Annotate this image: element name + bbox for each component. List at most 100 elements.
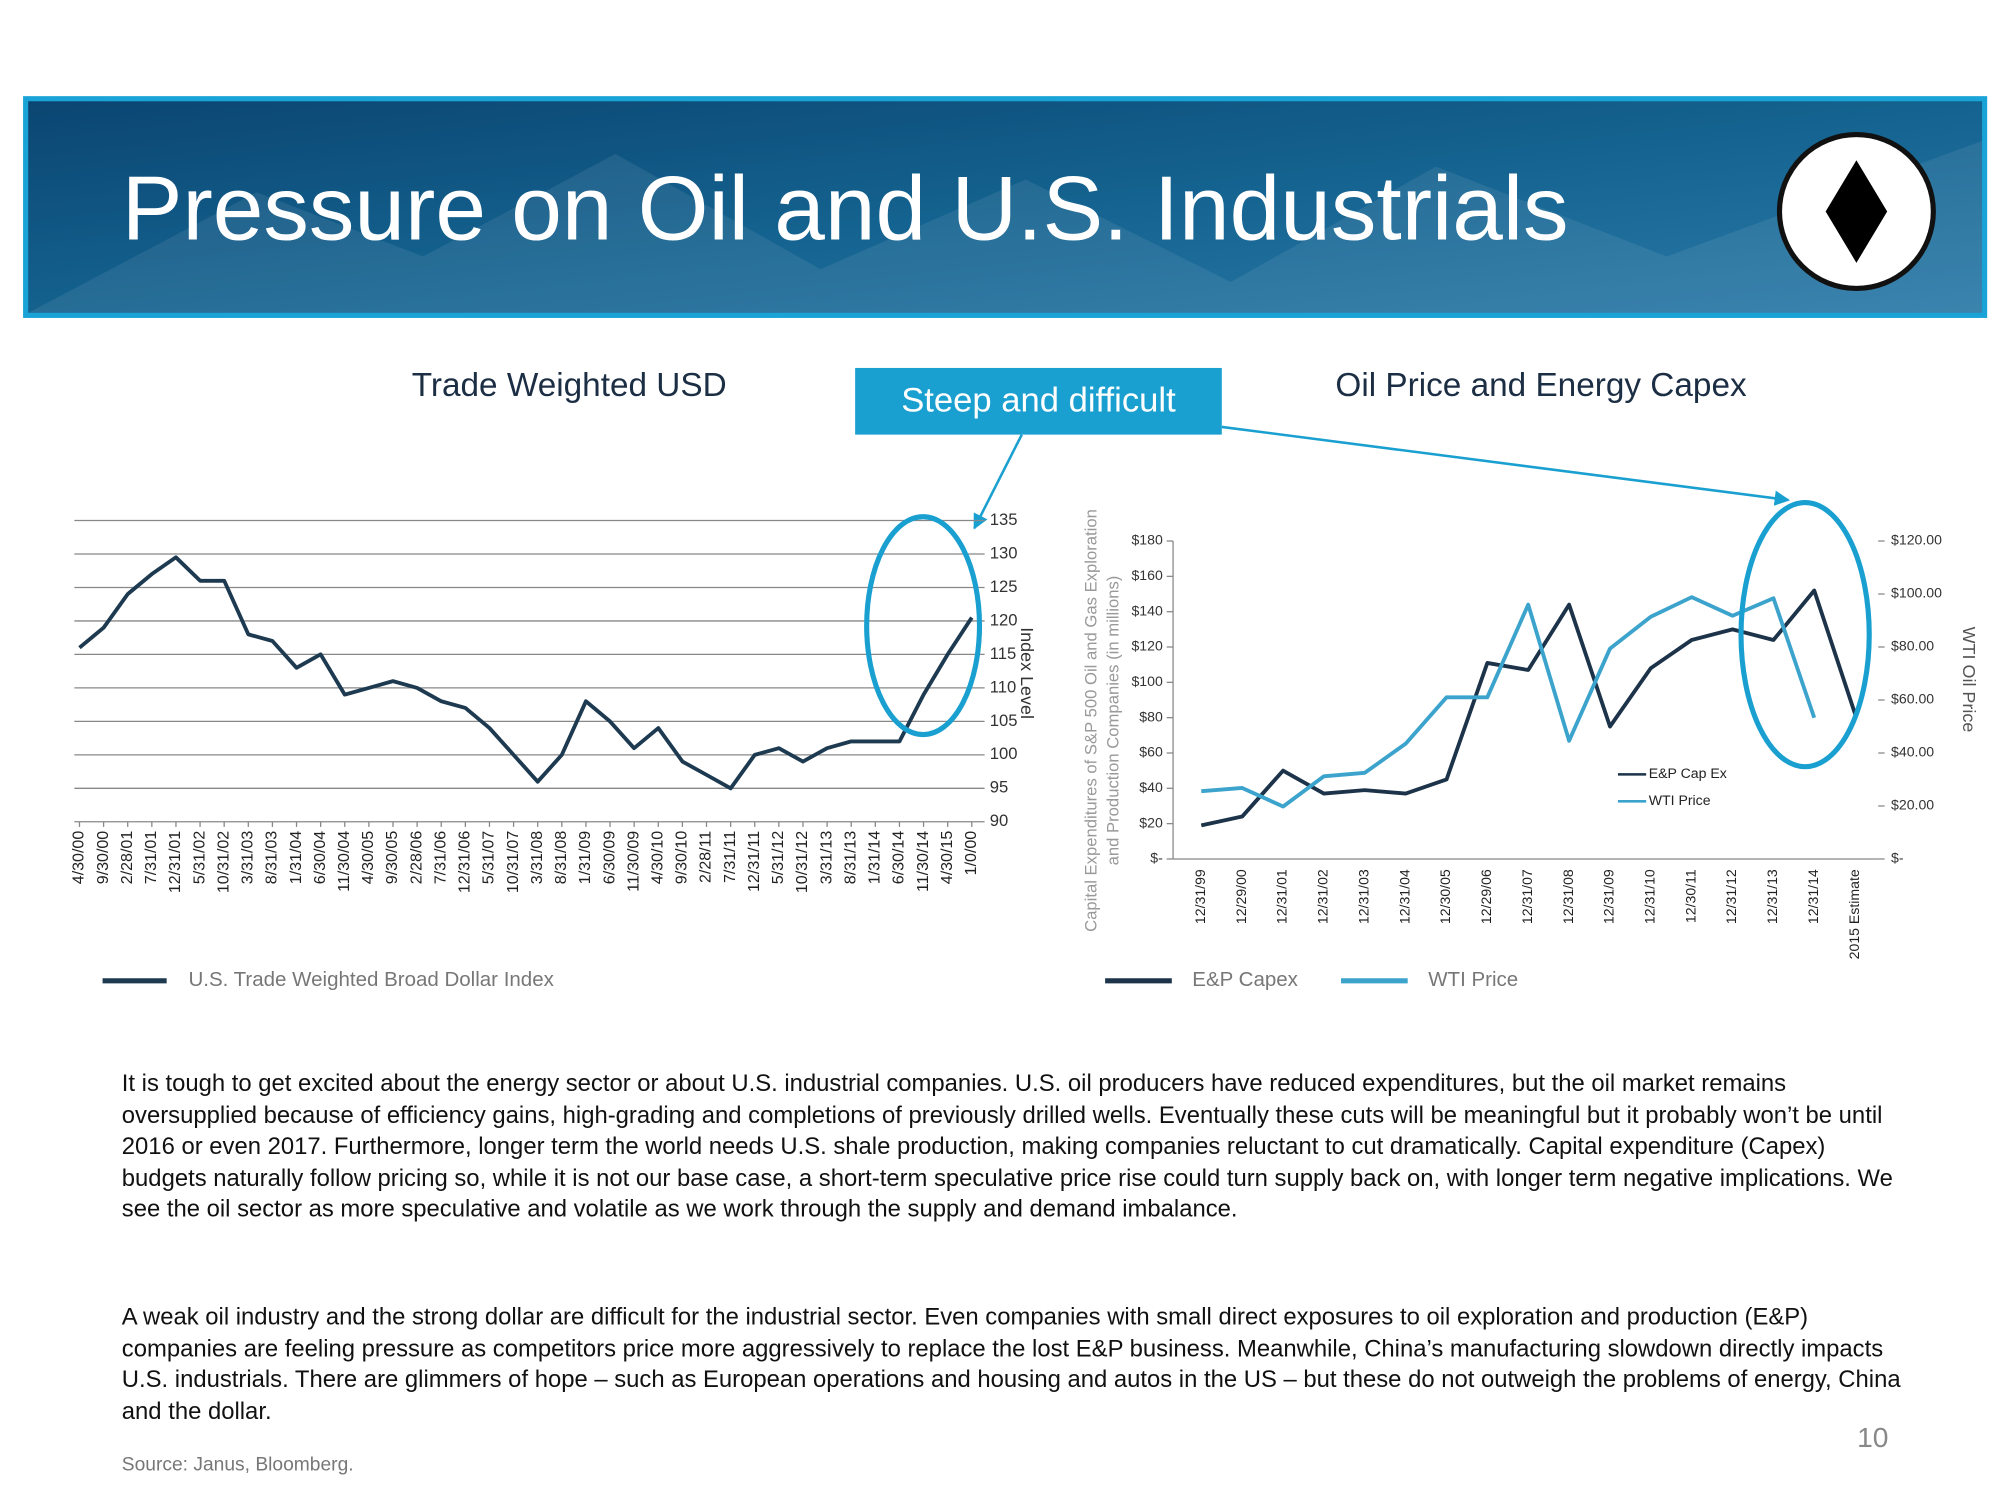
x-tick-label: 6/30/09 xyxy=(600,831,618,885)
page-title: Pressure on Oil and U.S. Industrials xyxy=(122,158,1569,259)
x-tick-label: 8/31/08 xyxy=(552,831,570,885)
chart-title: Trade Weighted USD xyxy=(412,367,727,404)
x-tick-label: 12/31/10 xyxy=(1642,869,1658,924)
x-tick-label: 12/30/05 xyxy=(1437,869,1453,924)
inner-legend-label: E&P Cap Ex xyxy=(1649,765,1727,781)
x-tick-label: 7/31/11 xyxy=(721,831,739,883)
legend-label: U.S. Trade Weighted Broad Dollar Index xyxy=(188,968,554,991)
x-tick-label: 12/31/02 xyxy=(1315,869,1331,924)
highlight-ellipse xyxy=(864,514,983,738)
x-tick-label: 12/31/07 xyxy=(1519,869,1535,924)
callout-text: Steep and difficult xyxy=(901,382,1176,420)
x-tick-label: 12/31/01 xyxy=(1274,869,1290,924)
x-tick-label: 4/30/15 xyxy=(938,831,956,885)
x-tick-label: 4/30/05 xyxy=(359,831,377,885)
x-tick-label: 2015 Estimate xyxy=(1846,869,1862,959)
y-tick-label: $100 xyxy=(1131,673,1163,689)
x-tick-label: 1/31/04 xyxy=(287,831,305,885)
y-tick-label: 115 xyxy=(990,644,1017,663)
x-tick-label: 9/30/05 xyxy=(383,831,401,885)
y2-axis-title: WTI Oil Price xyxy=(1959,627,1979,733)
legend-label: WTI Price xyxy=(1428,968,1518,991)
x-tick-label: 12/31/13 xyxy=(1764,869,1780,924)
y2-tick-label: $60.00 xyxy=(1891,691,1934,707)
x-tick-label: 10/31/07 xyxy=(504,831,522,893)
y-axis-title: Index Level xyxy=(1017,627,1037,719)
y-tick-label: $180 xyxy=(1131,532,1163,548)
y-axis-title: and Production Companies (in millions) xyxy=(1104,576,1123,866)
y2-tick-label: $- xyxy=(1891,850,1904,866)
x-tick-label: 6/30/04 xyxy=(311,831,329,885)
highlight-ellipse xyxy=(1738,499,1872,770)
y-tick-label: $140 xyxy=(1131,602,1163,618)
inner-legend-label: WTI Price xyxy=(1649,792,1711,808)
x-tick-label: 9/30/10 xyxy=(673,831,691,885)
data-line xyxy=(1201,595,1817,809)
x-tick-label: 12/31/08 xyxy=(1560,869,1576,924)
chart-title: Oil Price and Energy Capex xyxy=(1335,367,1747,404)
callout-arrow xyxy=(1221,425,1790,506)
data-line xyxy=(1200,588,1857,828)
x-tick-label: 2/28/11 xyxy=(697,831,715,883)
charts: 90 95 100 105 110 115 120 125 130 135 4/30/00 9/30/… xyxy=(70,509,1979,991)
x-tick-label: 2/28/01 xyxy=(118,831,136,885)
x-tick-label: 2/28/06 xyxy=(407,831,425,885)
y2-tick-label: $100.00 xyxy=(1891,585,1942,601)
y-tick-label: $20 xyxy=(1139,814,1163,830)
y-tick-label: 105 xyxy=(990,711,1018,730)
data-line xyxy=(78,555,974,791)
x-tick-label: 12/31/06 xyxy=(456,831,474,893)
x-tick-label: 12/30/11 xyxy=(1682,869,1698,923)
x-tick-label: 5/31/12 xyxy=(769,831,787,885)
x-tick-label: 7/31/01 xyxy=(142,831,160,885)
x-tick-label: 12/31/12 xyxy=(1723,869,1739,924)
x-tick-label: 12/31/01 xyxy=(166,831,184,893)
source: Source: Janus, Bloomberg. xyxy=(122,1454,354,1475)
x-tick-label: 7/31/06 xyxy=(431,831,449,885)
x-tick-label: 4/30/00 xyxy=(70,831,88,885)
x-tick-label: 8/31/03 xyxy=(263,831,281,885)
page-number: 10 xyxy=(1857,1421,1888,1453)
y-axis-title: Capital Expenditures of S&P 500 Oil and … xyxy=(1082,509,1101,932)
x-tick-label: 12/31/99 xyxy=(1192,869,1208,924)
x-tick-label: 12/31/04 xyxy=(1396,869,1412,924)
x-tick-label: 1/31/14 xyxy=(866,831,884,885)
y-tick-label: 120 xyxy=(990,610,1018,629)
y2-tick-label: $20.00 xyxy=(1891,797,1934,813)
y-tick-label: 130 xyxy=(990,543,1018,562)
callout-arrow xyxy=(973,434,1023,530)
body-paragraph: It is tough to get excited about the ene… xyxy=(121,1069,1893,1223)
y-tick-label: 135 xyxy=(990,510,1018,529)
y-tick-label: 125 xyxy=(990,577,1018,596)
x-tick-label: 12/31/11 xyxy=(745,831,763,892)
x-tick-label: 12/31/03 xyxy=(1355,869,1371,924)
x-tick-label: 12/29/06 xyxy=(1478,869,1494,924)
x-tick-label: 5/31/07 xyxy=(480,831,498,885)
x-tick-label: 5/31/02 xyxy=(190,831,208,885)
logo-diamond xyxy=(1825,160,1888,263)
x-tick-label: 3/31/03 xyxy=(239,831,257,885)
x-tick-label: 12/31/14 xyxy=(1805,869,1821,924)
x-tick-label: 1/0/00 xyxy=(962,831,980,876)
x-tick-label: 6/30/14 xyxy=(890,831,908,885)
y-tick-label: $80 xyxy=(1139,708,1163,724)
x-tick-label: 1/31/09 xyxy=(576,831,594,885)
header-banner xyxy=(23,96,1988,318)
y-tick-label: $60 xyxy=(1139,744,1163,760)
x-tick-label: 10/31/02 xyxy=(214,831,232,893)
y-tick-label: $160 xyxy=(1131,567,1163,583)
x-tick-label: 11/30/14 xyxy=(914,831,932,892)
x-tick-label: 12/31/09 xyxy=(1601,869,1617,924)
y-tick-label: 90 xyxy=(990,811,1009,830)
x-tick-label: 11/30/09 xyxy=(624,831,642,892)
y-tick-label: $120 xyxy=(1131,638,1163,654)
y-tick-label: 95 xyxy=(990,778,1009,797)
header-mountains xyxy=(28,141,1983,313)
x-tick-label: 4/30/10 xyxy=(649,831,667,885)
callout-box xyxy=(855,367,1222,435)
x-tick-label: 8/31/13 xyxy=(841,831,859,885)
legend-label: E&P Capex xyxy=(1192,968,1298,991)
body-paragraph: A weak oil industry and the strong dolla… xyxy=(121,1302,1901,1425)
